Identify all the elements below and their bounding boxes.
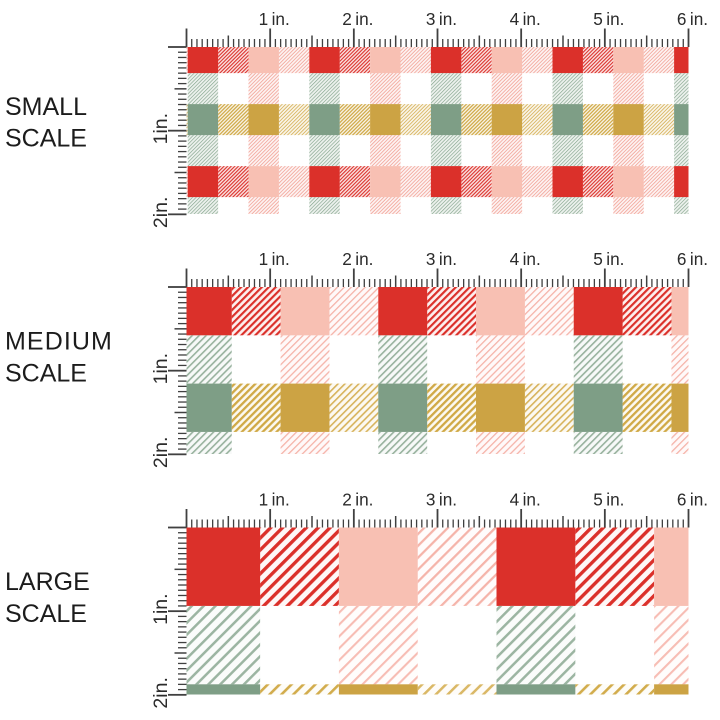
svg-text:6 in.: 6 in. xyxy=(677,9,708,29)
svg-text:5 in.: 5 in. xyxy=(593,9,624,29)
svg-text:6 in.: 6 in. xyxy=(677,249,708,269)
svg-text:MEDIUM: MEDIUM xyxy=(5,328,113,356)
svg-text:6 in.: 6 in. xyxy=(677,490,708,510)
svg-text:4 in.: 4 in. xyxy=(510,490,541,510)
svg-text:2 in.: 2 in. xyxy=(342,9,373,29)
svg-text:1 in.: 1 in. xyxy=(259,9,290,29)
svg-text:SCALE: SCALE xyxy=(5,125,87,153)
svg-text:2in.: 2in. xyxy=(150,437,172,468)
svg-text:3 in.: 3 in. xyxy=(426,9,457,29)
svg-text:2 in.: 2 in. xyxy=(342,490,373,510)
svg-text:SCALE: SCALE xyxy=(5,600,87,628)
svg-text:1in.: 1in. xyxy=(150,593,172,624)
svg-text:SCALE: SCALE xyxy=(5,360,87,388)
svg-text:1in.: 1in. xyxy=(150,353,172,384)
svg-text:SMALL: SMALL xyxy=(5,93,87,121)
svg-text:4 in.: 4 in. xyxy=(510,249,541,269)
svg-text:1 in.: 1 in. xyxy=(259,249,290,269)
svg-text:LARGE: LARGE xyxy=(5,568,90,596)
svg-text:2 in.: 2 in. xyxy=(342,249,373,269)
svg-text:3 in.: 3 in. xyxy=(426,490,457,510)
svg-text:2in.: 2in. xyxy=(150,677,172,708)
svg-text:1in.: 1in. xyxy=(150,113,172,144)
svg-text:1 in.: 1 in. xyxy=(259,490,290,510)
svg-text:3 in.: 3 in. xyxy=(426,249,457,269)
svg-text:4 in.: 4 in. xyxy=(510,9,541,29)
svg-text:5 in.: 5 in. xyxy=(593,490,624,510)
svg-text:2in.: 2in. xyxy=(150,197,172,228)
svg-text:5 in.: 5 in. xyxy=(593,249,624,269)
